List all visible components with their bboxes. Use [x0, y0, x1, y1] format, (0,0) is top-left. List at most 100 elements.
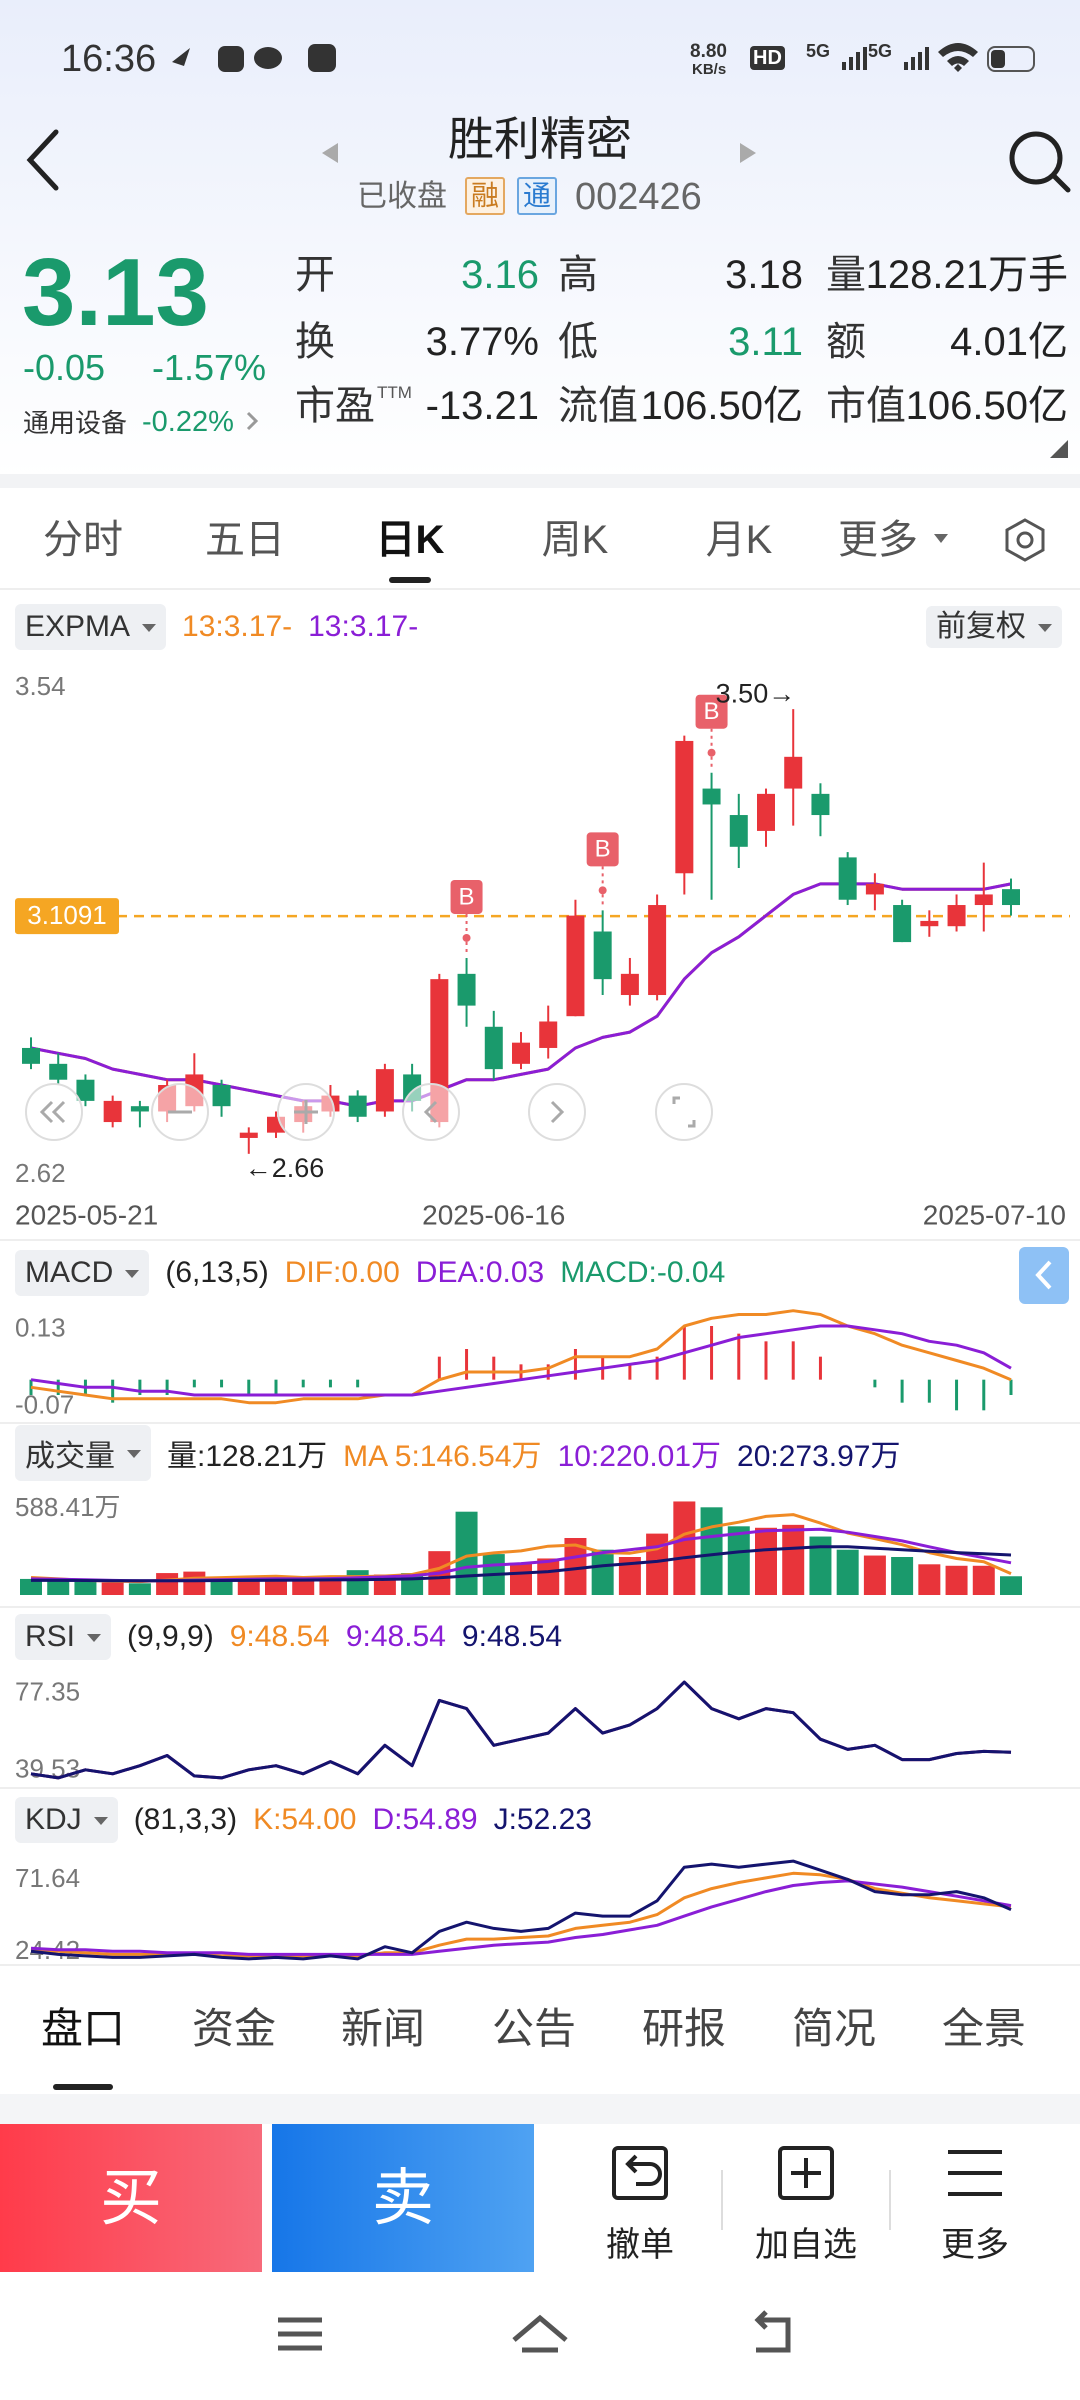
bottom-tab[interactable]: 盘口: [40, 2005, 126, 2052]
volume-bar: [210, 1578, 233, 1595]
volume-bar: [346, 1570, 369, 1595]
indicator-selector[interactable]: 成交量: [15, 1425, 151, 1481]
battery-level: [991, 50, 1005, 68]
volume-bar: [47, 1581, 70, 1595]
period-tab[interactable]: 更多: [838, 518, 918, 562]
volume-bar: [265, 1580, 287, 1595]
sector[interactable]: 通用设备: [23, 408, 128, 438]
x-tick-label: 2025-06-16: [422, 1199, 565, 1230]
legend-entry: MACD:-0.04: [560, 1256, 726, 1289]
stat-label: 额: [826, 320, 866, 364]
buy-label[interactable]: 买: [99, 2164, 163, 2233]
cancel-icon[interactable]: [612, 2146, 668, 2200]
candle-body: [103, 1100, 122, 1123]
candle-body: [484, 1026, 503, 1070]
bottom-tab[interactable]: 公告: [491, 2005, 577, 2052]
signal-dot: [462, 933, 471, 942]
app-icon: [308, 44, 336, 72]
bottom-tab[interactable]: 全景: [941, 2005, 1027, 2052]
candle-body: [648, 905, 667, 996]
period-tab[interactable]: 日K: [375, 518, 445, 562]
side-panel-toggle[interactable]: [1019, 1247, 1069, 1304]
fullscreen[interactable]: [655, 1083, 713, 1141]
indicator-selector[interactable]: EXPMA: [15, 604, 167, 650]
settings-icon[interactable]: [1005, 518, 1045, 562]
buy-button[interactable]: [0, 2124, 262, 2272]
volume-bar: [156, 1573, 179, 1595]
candle-body: [620, 973, 639, 996]
tag: 通: [517, 177, 558, 215]
signal-dot: [598, 886, 607, 895]
candle-body: [1002, 889, 1020, 906]
macd-line: [30, 1324, 1012, 1397]
candle-body: [22, 1047, 40, 1064]
indicator-selector[interactable]: RSI: [15, 1614, 112, 1660]
indicator-params: (9,9,9): [127, 1620, 214, 1653]
bottom-tab[interactable]: 新闻: [340, 2005, 426, 2052]
volume-ma-line: [31, 1545, 1012, 1583]
legend-entry: 量:128.21万: [167, 1440, 328, 1473]
bottom-tab[interactable]: 简况: [791, 2005, 877, 2052]
volume-bar: [863, 1555, 886, 1595]
period-tab[interactable]: 周K: [541, 518, 609, 562]
period-tab[interactable]: 月K: [705, 518, 773, 562]
candle-body: [865, 883, 884, 895]
period-tab[interactable]: 分时: [43, 518, 123, 562]
action-label[interactable]: 撤单: [606, 2226, 674, 2264]
y-tick-label: 71.64: [15, 1863, 80, 1893]
watch-icon[interactable]: [778, 2146, 834, 2200]
indicator-selector[interactable]: MACD: [15, 1250, 150, 1296]
adjust-selector[interactable]: 前复权: [926, 606, 1062, 648]
nav-menu[interactable]: [278, 2317, 322, 2351]
legend-row: EXPMA 13:3.17- 13:3.17-: [15, 603, 418, 651]
action-label[interactable]: 更多: [941, 2226, 1009, 2264]
legend-entry: 9:48.54: [229, 1620, 330, 1653]
y-tick-label: 588.41万: [15, 1492, 121, 1522]
more-icon[interactable]: [948, 2150, 1002, 2196]
net-unit: KB/s: [692, 61, 727, 78]
sell-button[interactable]: [272, 2124, 534, 2272]
stat-value: 3.11: [728, 320, 803, 364]
app-icon: [218, 46, 244, 72]
volume-bar: [618, 1557, 641, 1595]
volume-bar: [128, 1583, 151, 1595]
bottom-tab[interactable]: 研报: [641, 2005, 727, 2052]
back-button[interactable]: [26, 129, 59, 191]
volume-bar: [836, 1549, 859, 1595]
nav-home[interactable]: [512, 2314, 568, 2353]
scroll-left[interactable]: [402, 1083, 460, 1141]
legend-entry: 20:273.97万: [737, 1440, 901, 1473]
scroll-right[interactable]: [528, 1083, 586, 1141]
network-type: 5G: [806, 41, 831, 61]
action-label[interactable]: 加自选: [755, 2226, 857, 2264]
sell-label[interactable]: 卖: [371, 2164, 435, 2233]
y-tick-label: 77.35: [15, 1676, 80, 1706]
nav-back[interactable]: [754, 2310, 791, 2353]
candle-body: [212, 1085, 231, 1107]
bottom-tab[interactable]: 资金: [191, 2005, 277, 2052]
prev-stock[interactable]: [322, 143, 338, 163]
indicator-selector[interactable]: KDJ: [15, 1797, 118, 1843]
legend-entry: 13:3.17-: [182, 610, 293, 643]
volume-bar: [918, 1564, 941, 1595]
last-price: 3.13: [22, 239, 209, 346]
next-stock[interactable]: [740, 143, 756, 163]
candle-body: [784, 756, 803, 789]
low-annotation: ←2.66: [245, 1153, 325, 1183]
search-button[interactable]: [1009, 131, 1071, 193]
legend-entry: K:54.00: [253, 1803, 357, 1836]
stat-label: 高: [558, 253, 598, 297]
stock-code: 002426: [575, 176, 702, 218]
candle-body: [920, 920, 939, 927]
expand-corner[interactable]: [1050, 440, 1068, 458]
volume-bar: [727, 1526, 750, 1595]
volume-bar: [673, 1501, 696, 1595]
market-state: 已收盘: [357, 180, 447, 213]
stat-value: 106.50亿: [905, 384, 1068, 428]
period-tab[interactable]: 五日: [205, 518, 285, 562]
stat-value: 3.18: [725, 253, 803, 297]
plus: [791, 2158, 821, 2188]
chevron[interactable]: [246, 411, 259, 431]
